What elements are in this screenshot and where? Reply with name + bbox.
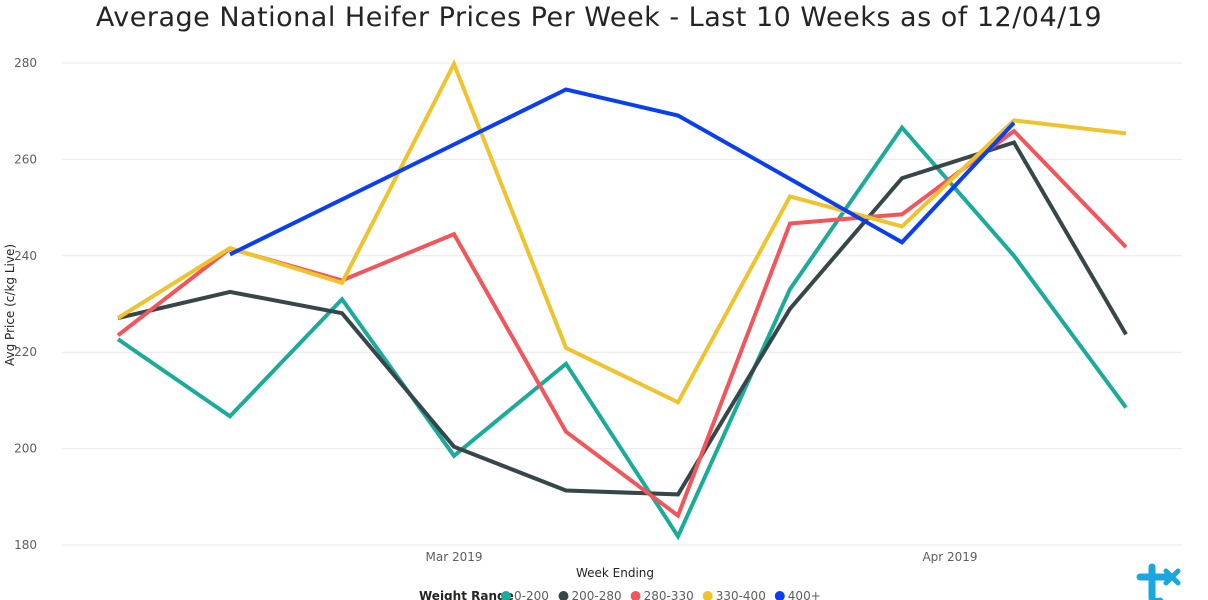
legend-label-280-330[interactable]: 280-330 (644, 589, 694, 600)
legend-label-0-200[interactable]: 0-200 (514, 589, 549, 600)
series-line-400+[interactable] (229, 87, 1016, 257)
legend-marker-0-200 (501, 591, 511, 600)
series-line-280-330[interactable] (116, 128, 1128, 519)
series-line-330-400[interactable] (116, 59, 1127, 405)
series-lines (116, 59, 1128, 541)
legend-label-400+[interactable]: 400+ (788, 589, 821, 600)
y-tick-label: 180 (14, 538, 37, 552)
legend-marker-200-280 (558, 591, 569, 600)
x-tick-label: Mar 2019 (426, 550, 483, 564)
y-tick-label: 220 (14, 345, 37, 359)
y-tick-label: 280 (14, 56, 37, 70)
legend-label-200-280[interactable]: 200-280 (572, 589, 622, 600)
y-tick-label: 200 (14, 442, 37, 456)
x-axis-title: Week Ending (576, 566, 654, 580)
legend-marker-330-400 (702, 591, 713, 600)
legend-title: Weight Range (419, 589, 514, 600)
y-tick-label: 260 (14, 152, 37, 166)
legend-marker-400+ (774, 591, 785, 600)
legend[interactable]: Weight Range 0-200 200-280 280-330 330-400 40… (419, 589, 821, 600)
series-line-200-280[interactable] (117, 140, 1128, 497)
x-tick-label: Apr 2019 (922, 550, 977, 564)
y-axis-title: Avg Price (c/kg Live) (3, 244, 17, 366)
x-axis: Mar 2019 Apr 2019 (426, 550, 978, 564)
y-tick-label: 240 (14, 249, 37, 263)
series-line-0-200[interactable] (116, 124, 1128, 541)
legend-marker-280-330 (630, 591, 641, 600)
chart-title: Average National Heifer Prices Per Week … (95, 2, 1103, 33)
tick-logo-icon (1136, 563, 1181, 600)
legend-label-330-400[interactable]: 330-400 (716, 589, 766, 600)
y-axis: 180 200 220 240 260 280 (14, 56, 37, 552)
